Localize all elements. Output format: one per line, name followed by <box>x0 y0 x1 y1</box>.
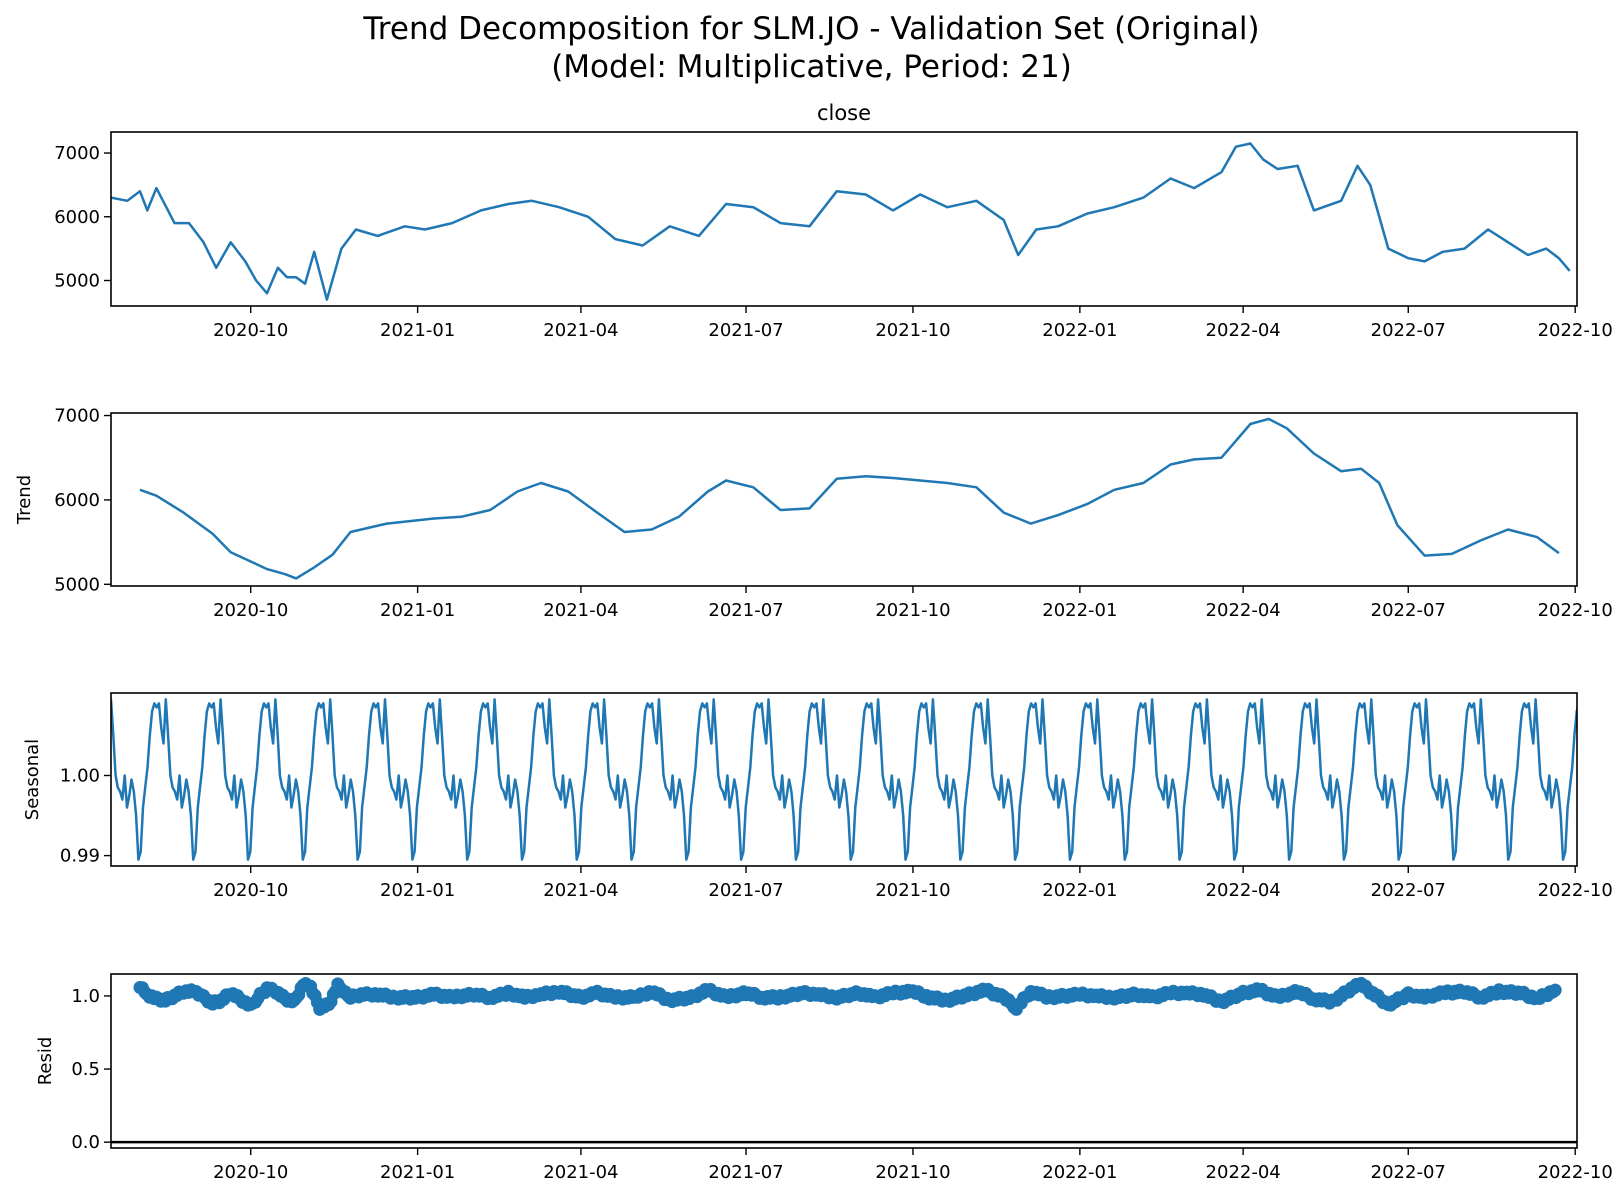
trend-panel-x-tick-label: 2022-01 <box>1042 600 1117 621</box>
trend-panel: 2020-10 2021-01 2021-04 2021-07 2021-10 2022-… <box>14 406 1613 621</box>
close-panel-x-tick-label: 2021-01 <box>380 320 455 341</box>
seasonal-panel: 2020-10 2021-01 2021-04 2021-07 2021-10 2022-… <box>22 692 1613 901</box>
close-panel-y-tick-label: 7000 <box>54 143 100 164</box>
trend-panel-x-tick-label: 2022-07 <box>1371 600 1446 621</box>
seasonal-panel-x-tick-label: 2021-01 <box>380 880 455 901</box>
seasonal-panel-x-tick-label: 2021-07 <box>708 880 783 901</box>
resid-panel-ylabel: Resid <box>35 1037 56 1086</box>
trend-panel-x-tick-label: 2021-01 <box>380 600 455 621</box>
close-panel-frame <box>110 131 1578 307</box>
trend-panel-y-tick-label: 7000 <box>54 406 100 427</box>
resid-panel-x-tick-label: 2022-01 <box>1042 1162 1117 1183</box>
resid-panel-x-tick-label: 2022-04 <box>1206 1162 1281 1183</box>
close-panel-x-tick-label: 2021-10 <box>875 320 950 341</box>
close-panel: 2020-10 2021-01 2021-04 2021-07 2021-10 2022-… <box>54 101 1613 341</box>
seasonal-panel-x-tick-label: 2021-10 <box>875 880 950 901</box>
close-panel-x-tick-label: 2021-07 <box>708 320 783 341</box>
trend-panel-ylabel: Trend <box>14 475 35 525</box>
trend-panel-y-tick-label: 5000 <box>54 574 100 595</box>
resid-panel-y-tick-label: 0.0 <box>71 1132 100 1153</box>
trend-panel-frame <box>110 412 1578 587</box>
close-panel-series-line <box>111 142 1571 301</box>
resid-panel-frame <box>110 973 1578 1149</box>
close-panel-x-tick-label: 2022-01 <box>1042 320 1117 341</box>
seasonal-panel-x-tick-label: 2022-07 <box>1371 880 1446 901</box>
figure-title: Trend Decomposition for SLM.JO - Validat… <box>0 10 1623 86</box>
seasonal-panel-x-tick-label: 2022-01 <box>1042 880 1117 901</box>
seasonal-panel-x-tick-label: 2022-10 <box>1538 880 1613 901</box>
resid-panel-x-tick-label: 2021-04 <box>543 1162 618 1183</box>
close-panel-y-tick-label: 6000 <box>54 207 100 228</box>
close-panel-y-tick-label: 5000 <box>54 271 100 292</box>
figure-title-line-1: Trend Decomposition for SLM.JO - Validat… <box>363 11 1260 47</box>
figure-title-line-2: (Model: Multiplicative, Period: 21) <box>551 49 1072 85</box>
seasonal-panel-x-tick-label: 2022-04 <box>1206 880 1281 901</box>
seasonal-panel-x-tick-label: 2020-10 <box>213 880 288 901</box>
trend-panel-x-tick-label: 2022-04 <box>1206 600 1281 621</box>
close-panel-title: close <box>817 101 871 125</box>
resid-panel: 2020-10 2021-01 2021-04 2021-07 2021-10 2022-… <box>35 973 1613 1183</box>
seasonal-panel-y-tick-label: 1.00 <box>60 765 100 786</box>
resid-panel-x-tick-label: 2021-01 <box>380 1162 455 1183</box>
seasonal-panel-x-tick-label: 2021-04 <box>543 880 618 901</box>
trend-panel-x-tick-label: 2021-07 <box>708 600 783 621</box>
close-panel-x-tick-label: 2022-04 <box>1206 320 1281 341</box>
seasonal-panel-y-tick-label: 0.99 <box>60 846 100 867</box>
seasonal-panel-series-line <box>111 698 1577 861</box>
resid-panel-x-tick-label: 2021-10 <box>875 1162 950 1183</box>
resid-panel-x-tick-label: 2022-10 <box>1538 1162 1613 1183</box>
resid-panel-x-tick-label: 2022-07 <box>1371 1162 1446 1183</box>
seasonal-panel-frame <box>110 692 1578 867</box>
close-panel-x-tick-label: 2020-10 <box>213 320 288 341</box>
close-panel-x-tick-label: 2022-07 <box>1371 320 1446 341</box>
trend-panel-x-tick-label: 2020-10 <box>213 600 288 621</box>
trend-panel-x-tick-label: 2022-10 <box>1538 600 1613 621</box>
trend-panel-y-tick-label: 6000 <box>54 490 100 511</box>
resid-panel-y-tick-label: 1.0 <box>71 986 100 1007</box>
close-panel-x-tick-label: 2021-04 <box>543 320 618 341</box>
trend-panel-x-tick-label: 2021-10 <box>875 600 950 621</box>
resid-panel-x-tick-label: 2020-10 <box>213 1162 288 1183</box>
resid-panel-y-tick-label: 0.5 <box>71 1059 100 1080</box>
close-panel-x-tick-label: 2022-10 <box>1538 320 1613 341</box>
resid-panel-point <box>1548 983 1562 997</box>
trend-panel-series-line <box>139 417 1560 580</box>
trend-panel-x-tick-label: 2021-04 <box>543 600 618 621</box>
seasonal-panel-ylabel: Seasonal <box>22 739 43 820</box>
resid-panel-x-tick-label: 2021-07 <box>708 1162 783 1183</box>
